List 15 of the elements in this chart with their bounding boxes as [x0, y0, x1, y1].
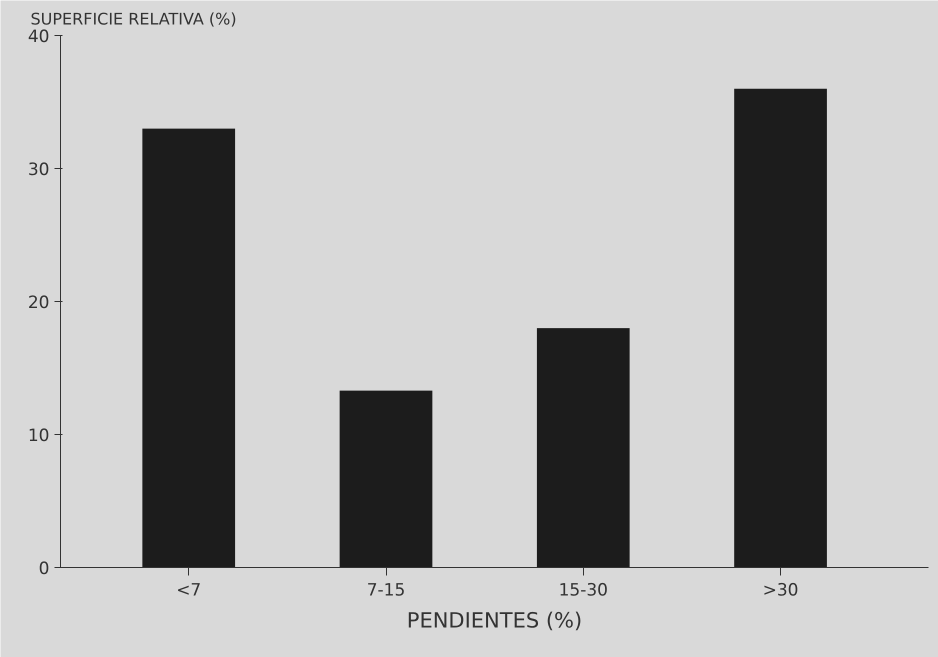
x-tick-label: 7-15	[366, 580, 406, 600]
x-tick-label: >30	[762, 580, 798, 600]
y-tick-label: 10	[28, 426, 50, 446]
x-tick-label: <7	[176, 580, 202, 600]
x-tick-label: 15-30	[558, 580, 608, 600]
y-tick-label: 0	[38, 559, 50, 579]
y-tick-label: 20	[28, 293, 50, 313]
y-axis-title: SUPERFICIE RELATIVA (%)	[30, 10, 237, 28]
bar	[536, 328, 630, 568]
y-tick-label: 40	[28, 27, 50, 47]
bar	[340, 390, 432, 568]
bar	[142, 128, 236, 568]
y-tick-label: 30	[28, 160, 50, 180]
x-axis-title: PENDIENTES (%)	[406, 608, 582, 632]
bar	[734, 88, 827, 568]
